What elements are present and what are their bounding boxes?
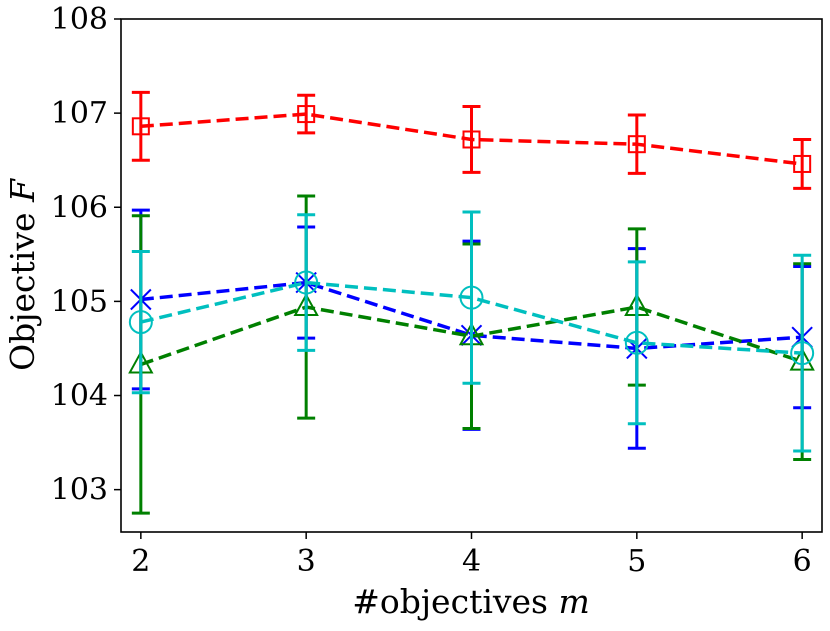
x-tick-label: 4 <box>462 544 481 579</box>
data-point-circle <box>790 341 815 366</box>
y-axis-label-var: F <box>3 178 42 203</box>
y-tick-label: 108 <box>51 2 108 37</box>
data-point-circle <box>624 330 649 355</box>
x-axis-label-text: #objectives <box>352 582 548 621</box>
series-line <box>140 112 803 166</box>
x-axis-label: #objectives m <box>352 582 590 621</box>
series-cyan-circle <box>128 210 815 453</box>
data-point-circle <box>459 285 484 310</box>
series-line <box>140 280 803 355</box>
data-point-square <box>297 105 316 124</box>
x-tick-label: 6 <box>793 544 812 579</box>
data-point-square <box>627 135 646 154</box>
data-point-circle <box>128 310 153 335</box>
data-point-square <box>793 154 812 173</box>
x-axis-label-var: m <box>559 582 590 621</box>
y-axis-label-text: Objective <box>3 212 42 370</box>
x-tick-label: 2 <box>131 544 150 579</box>
y-tick-label: 107 <box>51 96 108 131</box>
series-red-square <box>131 90 812 190</box>
y-axis-label: Objective F <box>3 178 42 371</box>
data-point-square <box>462 130 481 149</box>
data-point-square <box>131 117 150 136</box>
axes-group: 2 3 4 5 6 103 104 105 106 107 108 <box>51 2 812 579</box>
x-tick-label: 5 <box>627 544 646 579</box>
y-tick-label: 103 <box>51 473 108 508</box>
series-group <box>128 90 815 515</box>
y-tick-label: 105 <box>51 284 108 319</box>
y-tick-label: 104 <box>51 379 108 414</box>
data-point-circle <box>294 270 319 295</box>
y-tick-label: 106 <box>51 190 108 225</box>
x-tick-label: 3 <box>297 544 316 579</box>
